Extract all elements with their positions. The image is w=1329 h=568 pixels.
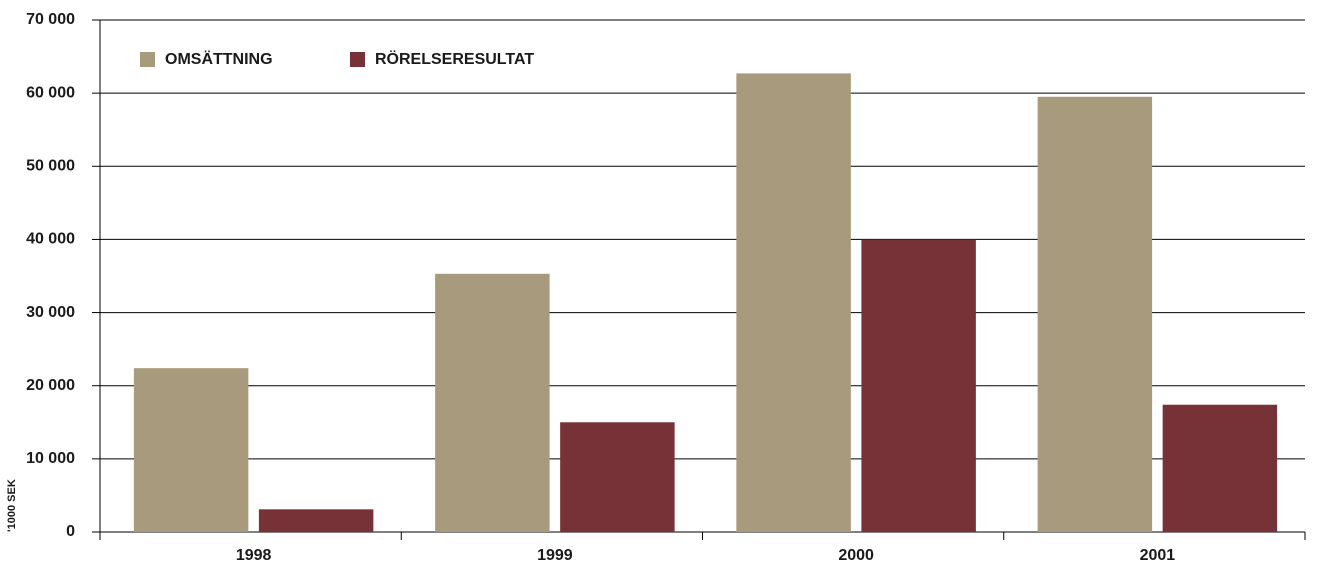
bar: [1162, 404, 1278, 532]
y-tick-label: 20 000: [26, 377, 75, 394]
legend-swatch: [350, 52, 365, 67]
x-tick-label: 1999: [537, 547, 573, 564]
x-tick-label: 1998: [236, 547, 272, 564]
y-tick-label: 50 000: [26, 158, 75, 175]
bar: [435, 273, 550, 532]
y-tick-label: 60 000: [26, 84, 75, 101]
legend-label: RÖRELSERESULTAT: [375, 49, 534, 68]
y-axis-label: '1000 SEK: [6, 479, 18, 532]
bar: [736, 73, 851, 532]
y-tick-label: 70 000: [26, 11, 75, 28]
bar: [560, 422, 675, 532]
x-tick-label: 2001: [1140, 547, 1176, 564]
y-tick-label: 10 000: [26, 450, 75, 467]
legend-label: OMSÄTTNING: [165, 50, 273, 68]
y-tick-label: 40 000: [26, 231, 75, 248]
legend-swatch: [140, 52, 155, 67]
y-tick-label: 30 000: [26, 304, 75, 321]
bar: [1037, 96, 1153, 533]
bar: [861, 239, 976, 532]
bar: [258, 509, 374, 532]
y-tick-label: 0: [66, 523, 75, 540]
x-tick-label: 2000: [838, 547, 874, 564]
bar: [133, 368, 249, 532]
